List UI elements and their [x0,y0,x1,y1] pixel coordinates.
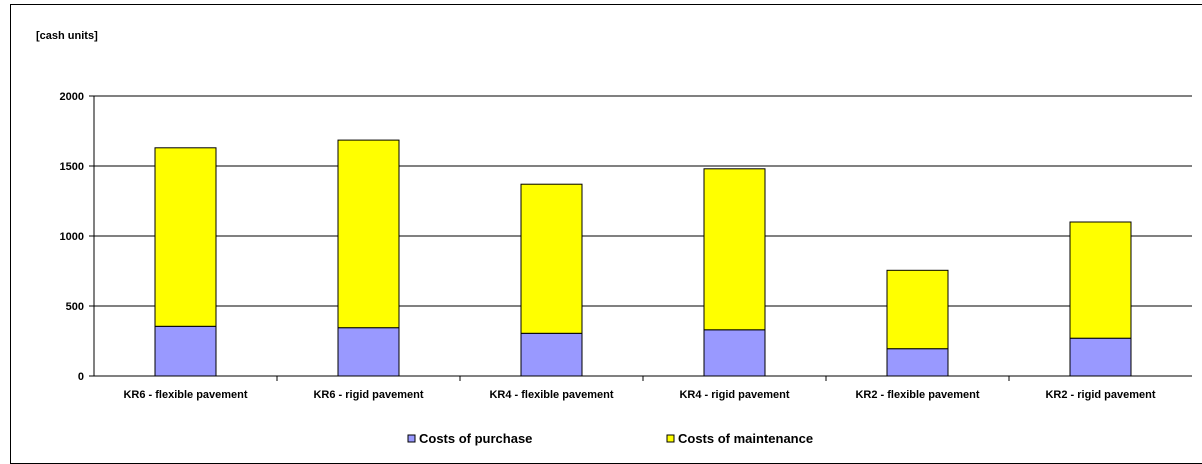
y-tick-label: 0 [78,371,84,383]
x-tick-label: KR4 - flexible pavement [489,389,613,401]
y-tick-label: 2000 [60,91,84,103]
bar-purchase [703,329,766,377]
gridlines [94,95,1192,307]
bar-purchase [154,325,217,377]
bar-maintenance [1069,221,1132,339]
legend-label: Costs of purchase [419,431,532,446]
x-tick-label: KR6 - flexible pavement [123,389,247,401]
bar-maintenance [520,183,583,334]
stacked-bar-chart: [cash units] 0 500 1000 1500 2000 KR6 - flex… [36,30,1192,446]
bar-maintenance [154,147,217,327]
bar-maintenance [886,269,949,350]
x-tick-labels: KR6 - flexible pavement KR6 - rigid pavem… [123,389,1155,401]
bar-maintenance [703,168,766,331]
legend-swatch [407,434,416,443]
legend: Costs of purchase Costs of maintenance [407,431,813,446]
legend-label: Costs of maintenance [678,431,813,446]
bar-purchase [886,348,949,377]
y-tick-labels: 0 500 1000 1500 2000 [60,91,84,383]
axes [89,95,1192,381]
x-tick-label: KR2 - flexible pavement [855,389,979,401]
bar-maintenance [337,139,400,329]
y-tick-label: 1500 [60,161,84,173]
bars [154,139,1132,377]
bar-purchase [520,332,583,377]
legend-swatch [666,434,675,443]
bar-purchase [1069,337,1132,377]
y-tick-label: 500 [66,301,84,313]
x-tick-label: KR6 - rigid pavement [313,389,423,401]
y-axis-label: [cash units] [36,30,98,42]
y-tick-label: 1000 [60,231,84,243]
x-tick-label: KR4 - rigid pavement [679,389,789,401]
x-tick-label: KR2 - rigid pavement [1045,389,1155,401]
bar-purchase [337,327,400,377]
